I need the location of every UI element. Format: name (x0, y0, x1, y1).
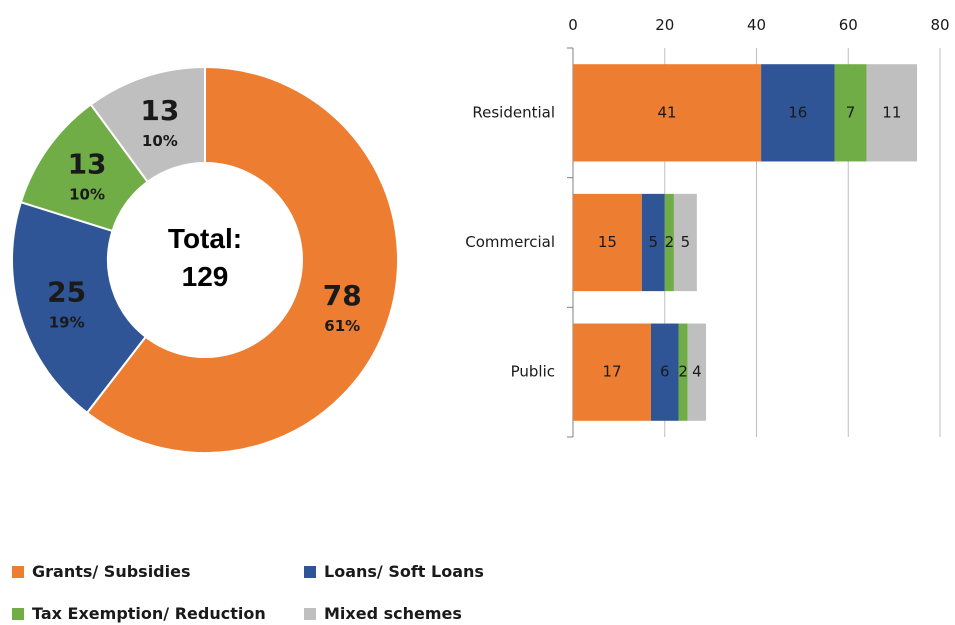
category-label-residential: Residential (472, 103, 555, 121)
bar-segment-commercial-mixed-schemes (673, 193, 697, 292)
legend: Grants/ Subsidies Loans/ Soft Loans Tax … (12, 562, 572, 623)
donut-percent-label: 10% (69, 186, 105, 204)
donut-percent-label: 19% (49, 313, 85, 331)
donut-slice-mixed-schemes (89, 65, 206, 184)
legend-swatch-mixed (304, 607, 316, 620)
legend-item-tax: Tax Exemption/ Reduction (12, 604, 266, 623)
stacked-bar-chart: 0 20 40 60 80 Residential 41 16 7 11 Commercial 15 5… (465, 16, 950, 438)
legend-label-loans: Loans/ Soft Loans (324, 562, 484, 581)
bar-value-label: 5 (649, 233, 659, 251)
bar-value-label: 7 (846, 103, 856, 121)
x-tick-label: 80 (930, 16, 949, 34)
donut-center-total: 129 (182, 261, 229, 292)
bar-value-label: 6 (660, 363, 670, 381)
legend-label-mixed: Mixed schemes (324, 604, 462, 623)
legend-item-mixed: Mixed schemes (304, 604, 462, 623)
bar-value-label: 2 (678, 363, 688, 381)
legend-swatch-loans (304, 565, 316, 578)
donut-slice-grants-subsidies (85, 65, 399, 454)
legend-item-grants: Grants/ Subsidies (12, 562, 190, 581)
bar-segment-residential-grants-subsidies (573, 64, 762, 162)
bar-segment-commercial-grants-subsidies (573, 193, 642, 292)
donut-center-label: Total: (168, 223, 242, 254)
bar-segment-public-mixed-schemes (687, 323, 707, 421)
x-tick-label: 60 (839, 16, 858, 34)
legend-item-loans: Loans/ Soft Loans (304, 562, 484, 581)
x-tick-label: 40 (747, 16, 766, 34)
bar-segment-public-tax-exemption-reduction (678, 323, 688, 421)
bar-value-label: 16 (788, 103, 807, 121)
bar-value-label: 17 (602, 363, 621, 381)
bar-segment-public-loans-soft-loans (650, 323, 679, 421)
donut-percent-label: 10% (142, 132, 178, 150)
legend-swatch-tax (12, 607, 24, 620)
x-tick-label: 0 (568, 16, 578, 34)
donut-chart: 78 61% 25 19% 13 10% 13 10% Total: 129 (11, 65, 399, 454)
donut-value-label: 13 (68, 148, 107, 181)
bar-value-label: 11 (882, 103, 901, 121)
bar-segment-residential-tax-exemption-reduction (834, 64, 867, 162)
donut-value-label: 78 (323, 279, 362, 312)
category-label-commercial: Commercial (465, 233, 555, 251)
legend-label-grants: Grants/ Subsidies (32, 562, 191, 581)
bar-value-label: 4 (692, 363, 702, 381)
donut-value-label: 25 (47, 275, 86, 308)
bar-segment-commercial-loans-soft-loans (641, 193, 665, 292)
bar-segment-residential-mixed-schemes (866, 64, 918, 162)
x-tick-label: 20 (655, 16, 674, 34)
bar-value-label: 41 (657, 103, 676, 121)
donut-slice-loans-soft-loans (11, 200, 148, 415)
category-label-public: Public (511, 363, 555, 381)
legend-label-tax: Tax Exemption/ Reduction (32, 604, 266, 623)
bar-segment-public-grants-subsidies (573, 323, 651, 421)
bar-value-label: 15 (598, 233, 617, 251)
bar-value-label: 5 (681, 233, 691, 251)
donut-value-label: 13 (140, 94, 179, 127)
bar-value-label: 2 (665, 233, 675, 251)
bar-segment-residential-loans-soft-loans (761, 64, 835, 162)
legend-swatch-grants (12, 565, 24, 578)
bar-segment-commercial-tax-exemption-reduction (664, 193, 674, 292)
donut-percent-label: 61% (324, 317, 360, 335)
